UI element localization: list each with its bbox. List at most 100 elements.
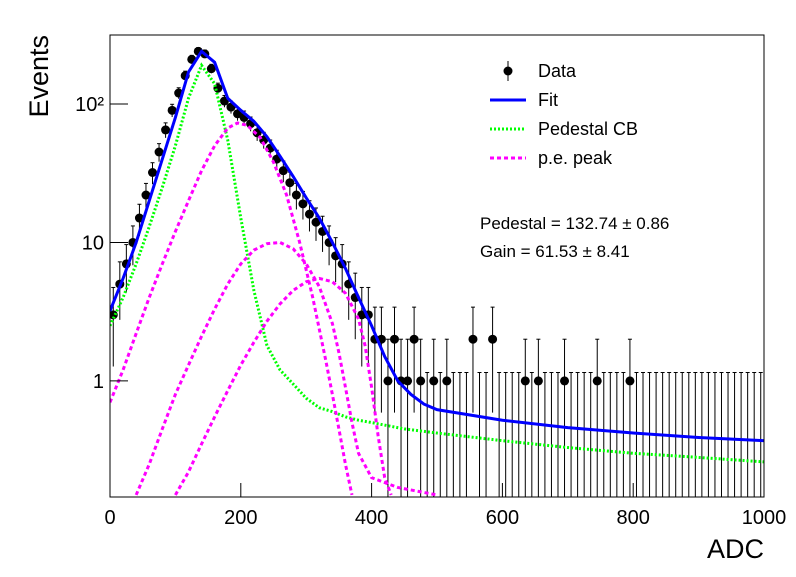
error-bar (726, 371, 731, 497)
data-point (429, 376, 439, 386)
legend-label: Data (538, 61, 577, 81)
data-point (291, 190, 301, 200)
y-tick-label: 1 (93, 371, 104, 393)
error-bar (516, 371, 521, 497)
data-point (148, 168, 158, 178)
data-point (110, 310, 118, 320)
curve (134, 240, 438, 497)
data-point (161, 125, 171, 135)
error-bar (418, 338, 423, 497)
data-point (533, 376, 543, 386)
data-point (206, 64, 216, 74)
error-bar (693, 371, 698, 497)
error-bar (680, 371, 685, 497)
error-bar (621, 371, 626, 497)
data-point (592, 376, 602, 386)
error-bar (647, 371, 652, 497)
data-point (298, 199, 308, 209)
data-point (278, 166, 288, 176)
legend-label: Pedestal CB (538, 119, 638, 139)
error-bar (719, 371, 724, 497)
x-tick-label: 200 (224, 507, 257, 529)
error-bar (353, 272, 358, 340)
data-point (304, 209, 314, 219)
data-point (389, 334, 399, 344)
error-bar (575, 371, 580, 497)
error-bar (464, 371, 469, 497)
error-bar (569, 371, 574, 497)
error-bar (608, 371, 613, 497)
x-axis-label: ADC (707, 534, 764, 564)
data-point (488, 334, 498, 344)
error-bar (477, 371, 482, 497)
y-tick-label: 10² (75, 94, 104, 116)
error-bar (536, 338, 541, 497)
data-point (141, 190, 151, 200)
error-bar (497, 371, 502, 497)
data-point (233, 109, 243, 119)
error-bar (340, 244, 345, 293)
error-bar (372, 306, 377, 413)
error-bar (510, 371, 515, 497)
x-tick-label: 800 (617, 507, 650, 529)
legend-item: Data (503, 61, 577, 81)
data-point (520, 376, 530, 386)
legend-item: Fit (490, 90, 558, 110)
x-tick-label: 1000 (742, 507, 787, 529)
legend-item: Pedestal CB (490, 119, 638, 139)
data-point (154, 147, 164, 157)
data-point (167, 105, 177, 115)
data-point (409, 334, 419, 344)
plot-area (110, 46, 764, 497)
error-bar (470, 306, 475, 413)
error-bar (712, 371, 717, 497)
error-bar (686, 371, 691, 497)
error-bar (490, 306, 495, 413)
error-bar (346, 261, 351, 320)
error-bar (706, 371, 711, 497)
curve (110, 49, 764, 443)
data-point (311, 217, 321, 227)
error-bar (359, 286, 364, 367)
error-bar (732, 371, 737, 497)
legend-label: Fit (538, 90, 558, 110)
data-point (383, 376, 393, 386)
error-bar (601, 371, 606, 497)
error-bar (699, 371, 704, 497)
y-axis-label: Events (24, 35, 54, 118)
legend-label: p.e. peak (538, 148, 613, 168)
x-tick-label: 400 (355, 507, 388, 529)
data-point (625, 376, 635, 386)
curve (110, 121, 354, 496)
error-bar (641, 371, 646, 497)
legend-item: p.e. peak (490, 148, 613, 168)
legend-swatch (503, 66, 513, 76)
error-bar (503, 371, 508, 497)
error-bar (484, 371, 489, 497)
data-point (285, 178, 295, 188)
error-bar (595, 338, 600, 497)
frame (109, 34, 765, 498)
x-tick-label: 0 (104, 507, 115, 529)
error-bar (588, 371, 593, 497)
y-tick-label: 10 (82, 232, 104, 254)
error-bar (444, 338, 449, 497)
x-tick-label: 600 (486, 507, 519, 529)
error-bar (634, 371, 639, 497)
error-bar (673, 371, 678, 497)
error-bar (654, 371, 659, 497)
error-bar (523, 338, 528, 497)
error-bar (614, 371, 619, 497)
error-bar (451, 371, 456, 497)
data-point (442, 376, 452, 386)
error-bar (555, 371, 560, 497)
data-point (403, 376, 413, 386)
curve (174, 276, 393, 496)
error-bar (667, 371, 672, 497)
error-bar (745, 371, 750, 497)
annotation: Gain = 61.53 ± 8.41 (480, 242, 630, 261)
error-bar (752, 371, 757, 497)
